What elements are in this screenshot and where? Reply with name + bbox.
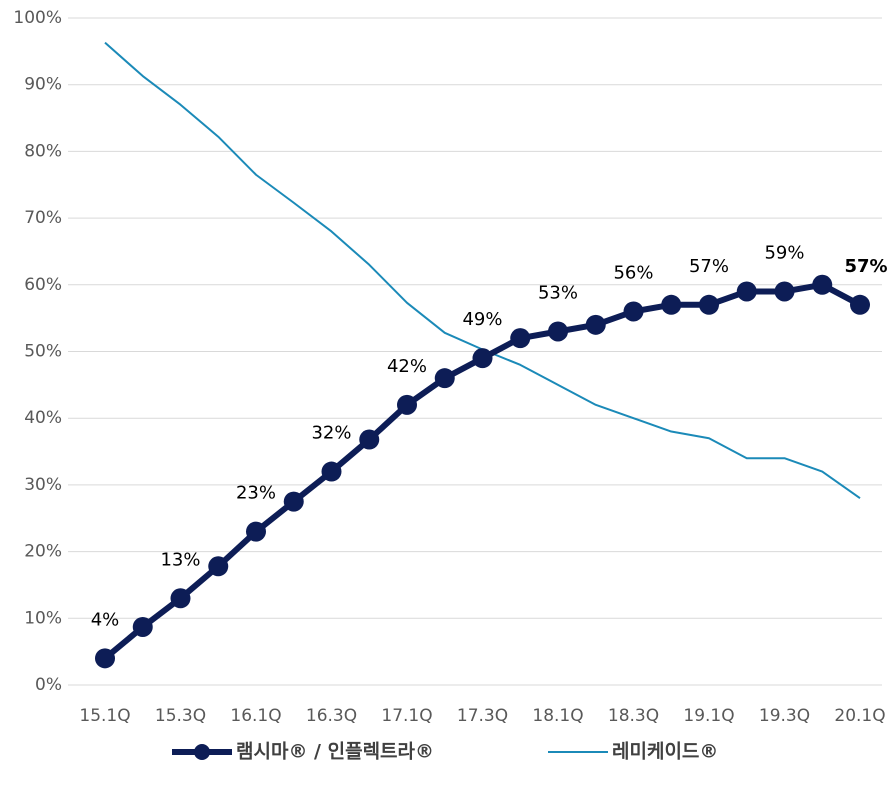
marker (510, 328, 531, 349)
x-tick-label: 16.3Q (306, 706, 357, 726)
data-label: 32% (311, 423, 351, 444)
series-line (104, 41, 861, 500)
marker (246, 521, 266, 542)
y-tick-label: 70% (24, 208, 62, 228)
marker (699, 294, 719, 315)
marker (397, 394, 417, 415)
marker (321, 461, 342, 482)
x-tick-label: 16.1Q (230, 706, 281, 726)
y-tick-label: 20% (24, 542, 62, 562)
y-tick-label: 90% (24, 75, 62, 95)
marker (585, 314, 606, 335)
marker (548, 321, 568, 342)
marker (774, 281, 795, 302)
x-tick-label: 15.3Q (155, 706, 206, 726)
y-tick-label: 50% (24, 342, 62, 362)
y-tick-label: 80% (24, 141, 62, 161)
x-tick-label: 18.3Q (608, 706, 659, 726)
y-tick-label: 60% (24, 275, 62, 295)
data-label: 59% (764, 242, 804, 263)
marker (623, 301, 644, 322)
x-tick-label: 17.3Q (457, 706, 508, 726)
y-tick-label: 100% (13, 8, 62, 28)
x-tick-label: 15.1Q (79, 706, 130, 726)
y-tick-label: 10% (24, 608, 62, 628)
x-tick-label: 17.1Q (381, 706, 432, 726)
legend-label: 레미케이드® (612, 741, 718, 763)
data-label: 4% (91, 609, 120, 630)
marker (472, 348, 493, 369)
marker (359, 429, 380, 450)
x-tick-label: 20.1Q (834, 706, 885, 726)
data-label: 23% (236, 483, 276, 504)
marker (736, 281, 757, 302)
data-label: 53% (538, 282, 578, 303)
marker (850, 294, 870, 315)
legend-marker (194, 744, 210, 760)
marker (434, 368, 455, 389)
marker (283, 491, 304, 512)
x-tick-label: 19.1Q (683, 706, 734, 726)
data-label: 13% (160, 549, 200, 570)
y-tick-label: 40% (24, 408, 62, 428)
data-label: 57% (689, 256, 729, 277)
data-label: 57% (844, 256, 887, 277)
marker (95, 648, 115, 669)
data-label: 42% (387, 356, 427, 377)
marker (132, 616, 153, 637)
series-line (103, 281, 862, 661)
marker (208, 556, 229, 577)
data-label: 49% (462, 309, 502, 330)
legend-label: 램시마® / 인플렉트라® (236, 741, 434, 763)
x-tick-label: 18.1Q (532, 706, 583, 726)
x-tick-label: 19.3Q (759, 706, 810, 726)
y-tick-label: 30% (24, 475, 62, 495)
marker (661, 294, 682, 315)
y-tick-label: 0% (35, 675, 62, 695)
marker (812, 274, 833, 295)
marker (170, 588, 191, 609)
data-label: 56% (613, 262, 653, 283)
